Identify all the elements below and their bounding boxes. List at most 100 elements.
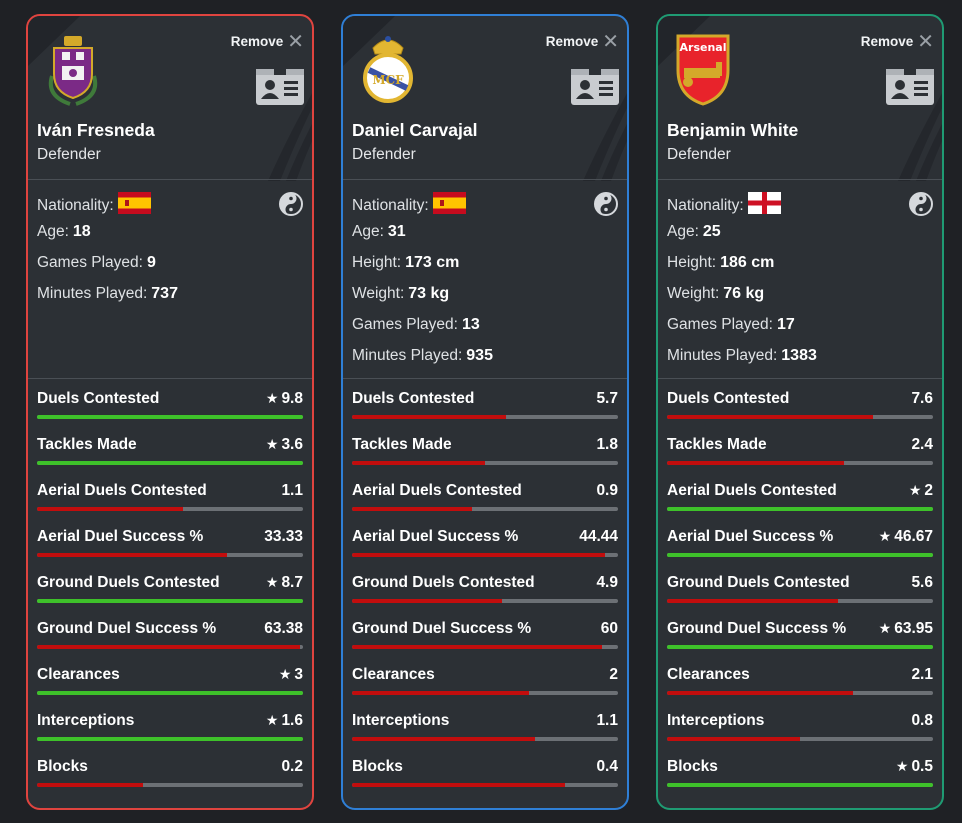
stat-value: 44.44 <box>579 528 618 545</box>
remove-label: Remove <box>860 34 914 49</box>
info-value: 9 <box>146 254 156 271</box>
star-icon: ★ <box>265 390 279 406</box>
info-value: 31 <box>387 223 406 240</box>
info-value: 186 cm <box>720 254 775 271</box>
stat-value-group: 0.2 <box>281 758 303 776</box>
info-label: Games Played: <box>667 316 773 333</box>
stat-value: 0.8 <box>911 712 933 729</box>
stat-bar <box>37 691 303 695</box>
stat-row: Ground Duels Contested 4.9 <box>352 574 618 618</box>
stat-label: Tackles Made <box>667 436 767 453</box>
stat-bar <box>37 645 303 649</box>
stat-value: 60 <box>600 620 618 637</box>
stat-label: Ground Duels Contested <box>37 574 220 591</box>
stat-bar <box>37 599 303 603</box>
stat-value: 1.8 <box>596 436 618 453</box>
info-value: 18 <box>72 223 91 240</box>
stat-bar <box>352 415 618 419</box>
svg-text:MCF: MCF <box>372 73 404 87</box>
player-card: MCF Remove ✕ Daniel Carvajal Defender Nationa… <box>341 14 629 810</box>
stat-bar <box>352 599 618 603</box>
info-label: Height: <box>352 254 402 271</box>
stat-value-group: 7.6 <box>911 390 933 408</box>
stat-bar-fill <box>667 691 854 695</box>
stat-bar <box>352 553 618 557</box>
stat-bar <box>667 507 933 511</box>
close-icon[interactable]: ✕ <box>287 30 304 53</box>
stat-value: 5.6 <box>911 574 933 591</box>
stat-bar-fill <box>352 553 606 557</box>
stat-value-group: ★ 3 <box>279 666 303 684</box>
divider <box>658 179 942 180</box>
stat-row: Interceptions 1.1 <box>352 712 618 756</box>
player-card: Remove ✕ Iván Fresneda Defender Nationality:… <box>26 14 314 810</box>
stat-bar-fill <box>37 553 227 557</box>
stat-row: Duels Contested 5.7 <box>352 390 618 434</box>
info-label: Minutes Played: <box>37 285 148 302</box>
info-label: Height: <box>667 254 717 271</box>
player-name: Daniel Carvajal <box>352 120 478 140</box>
star-icon: ★ <box>265 574 279 590</box>
compare-toggle-icon[interactable] <box>908 191 934 217</box>
remove-button[interactable]: Remove ✕ <box>860 30 934 53</box>
compare-toggle-icon[interactable] <box>278 191 304 217</box>
stat-bar <box>37 783 303 787</box>
info-value: 935 <box>466 347 493 364</box>
close-icon[interactable]: ✕ <box>602 30 619 53</box>
stat-value: 2 <box>924 482 933 499</box>
stat-value: 1.1 <box>596 712 618 729</box>
stat-value: 63.95 <box>894 620 933 637</box>
stat-bar-fill <box>37 645 301 649</box>
stat-bar-fill <box>37 691 303 695</box>
stat-value: 9.8 <box>281 390 303 407</box>
stat-value: 0.2 <box>281 758 303 775</box>
compare-toggle-icon[interactable] <box>593 191 619 217</box>
id-card-icon[interactable] <box>256 69 304 105</box>
remove-button[interactable]: Remove ✕ <box>230 30 304 53</box>
stat-value: 2.4 <box>911 436 933 453</box>
stat-value-group: ★ 46.67 <box>879 528 933 546</box>
stat-bar-fill <box>37 461 303 465</box>
stat-value-group: ★ 1.6 <box>266 712 303 730</box>
stat-label: Blocks <box>37 758 88 775</box>
stat-label: Duels Contested <box>352 390 475 407</box>
info-value: 73 kg <box>408 285 450 302</box>
info-row: Height: 173 cm <box>352 254 459 272</box>
stat-bar <box>667 783 933 787</box>
stat-bar-fill <box>667 507 933 511</box>
stat-bar <box>667 645 933 649</box>
stat-value: 1.6 <box>281 712 303 729</box>
info-row: Games Played: 17 <box>667 316 795 334</box>
stat-label: Aerial Duel Success % <box>667 528 834 545</box>
stat-value-group: 0.4 <box>596 758 618 776</box>
svg-text:Arsenal: Arsenal <box>680 41 727 54</box>
stat-value-group: 0.8 <box>911 712 933 730</box>
stat-bar-fill <box>352 461 485 465</box>
remove-label: Remove <box>230 34 284 49</box>
stat-bar-fill <box>667 461 845 465</box>
stat-bar <box>667 691 933 695</box>
divider <box>343 378 627 379</box>
stat-bar <box>667 737 933 741</box>
stat-value: 2 <box>609 666 618 683</box>
close-icon[interactable]: ✕ <box>917 30 934 53</box>
info-row: Minutes Played: 737 <box>37 285 178 303</box>
stat-bar <box>352 783 618 787</box>
stat-value: 7.6 <box>911 390 933 407</box>
stat-value: 63.38 <box>264 620 303 637</box>
stat-bar-fill <box>352 415 507 419</box>
stat-label: Interceptions <box>37 712 135 729</box>
stat-value-group: 63.38 <box>264 620 303 638</box>
stat-row: Blocks 0.4 <box>352 758 618 802</box>
stat-value: 2.1 <box>911 666 933 683</box>
stat-label: Aerial Duels Contested <box>352 482 522 499</box>
star-icon: ★ <box>265 436 279 452</box>
stat-label: Ground Duels Contested <box>352 574 535 591</box>
id-card-icon[interactable] <box>886 69 934 105</box>
star-icon: ★ <box>278 666 292 682</box>
nationality-label: Nationality: <box>37 197 114 214</box>
player-position: Defender <box>667 146 731 163</box>
remove-button[interactable]: Remove ✕ <box>546 30 619 53</box>
stat-bar-fill <box>37 507 184 511</box>
id-card-icon[interactable] <box>571 69 619 105</box>
